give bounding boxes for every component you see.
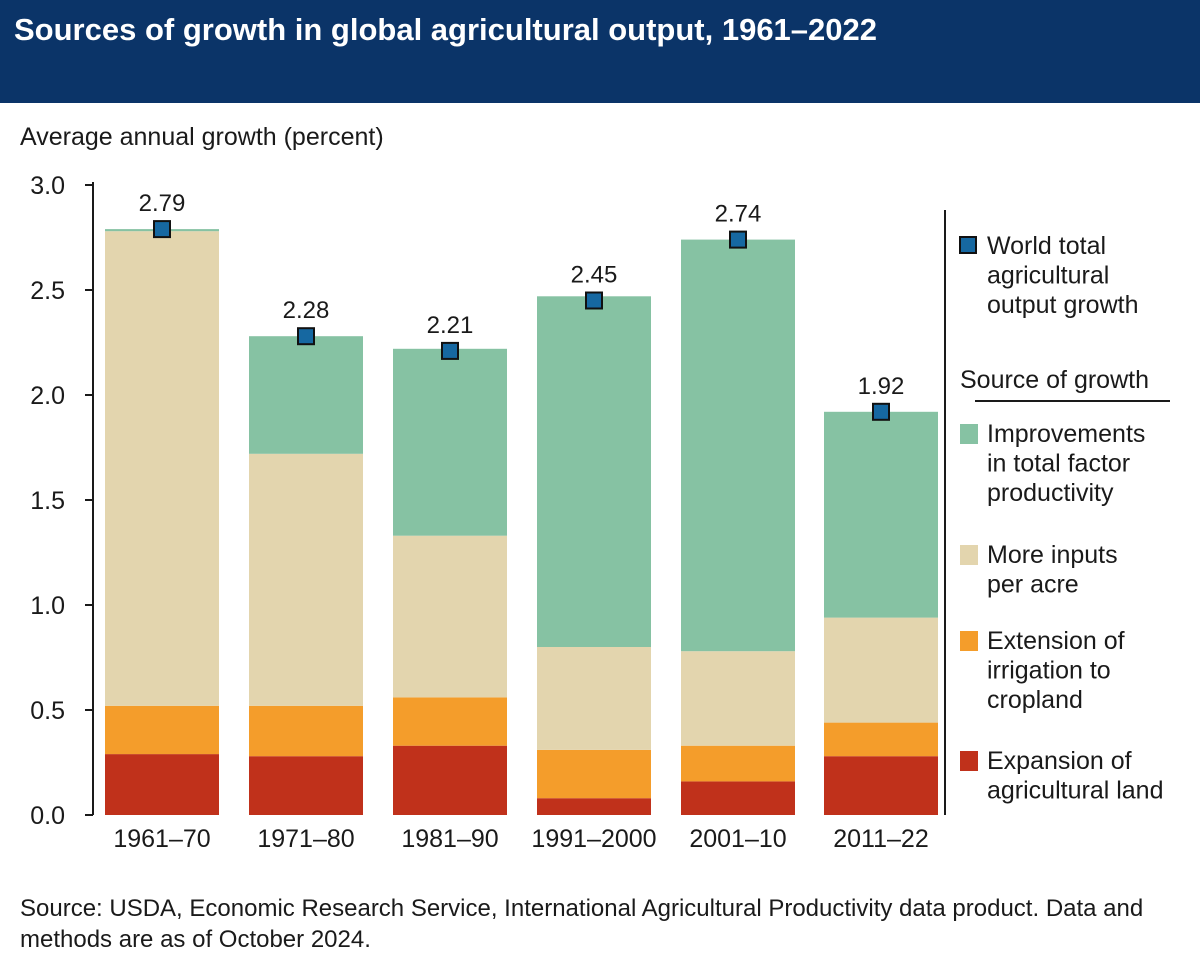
chart-title: Sources of growth in global agricultural… — [14, 12, 878, 47]
bar-segment-inputs — [681, 651, 795, 746]
legend-label-tfp: in total factor — [987, 450, 1130, 478]
bar-segment-irrigation — [249, 705, 363, 757]
bar-segment-irrigation — [681, 745, 795, 782]
legend-label-total: World total — [987, 232, 1106, 260]
bar-segment-tfp — [681, 239, 795, 652]
x-tick-label: 2011–22 — [833, 825, 928, 853]
total-marker — [585, 291, 603, 310]
bar-segment-inputs — [249, 453, 363, 706]
total-marker — [153, 220, 171, 239]
legend-label-land: Expansion of — [987, 747, 1132, 775]
total-label: 2.79 — [139, 190, 186, 217]
bar-segment-tfp — [393, 348, 507, 536]
x-tick-label: 1991–2000 — [531, 825, 656, 853]
bar-segment-inputs — [393, 535, 507, 698]
bar-segment-irrigation — [537, 749, 651, 799]
total-marker — [441, 341, 459, 360]
legend-label-land: agricultural land — [987, 777, 1164, 805]
legend-label-irrigation: Extension of — [987, 627, 1125, 655]
legend-swatch-irrigation — [960, 631, 978, 651]
bar-segment-tfp — [824, 411, 938, 618]
legend-label-tfp: productivity — [987, 479, 1114, 507]
bar-segment-tfp — [537, 296, 651, 647]
bar-segment-land — [681, 781, 795, 815]
y-tick-label: 0.5 — [30, 697, 65, 725]
legend-swatch-land — [960, 751, 978, 771]
bar-segment-inputs — [537, 647, 651, 750]
source-note: Source: USDA, Economic Research Service,… — [20, 895, 1144, 953]
y-tick-label: 1.0 — [30, 592, 65, 620]
bar-segment-inputs — [824, 617, 938, 723]
total-label: 2.28 — [283, 297, 330, 324]
legend-label-total: output growth — [987, 291, 1139, 319]
total-markers: 2.79 2.28 2.21 2.45 2.74 1.92 — [139, 190, 905, 421]
bar-segment-land — [105, 754, 219, 815]
legend-label-total: agricultural — [987, 262, 1109, 290]
y-tick-label: 0.0 — [30, 802, 65, 830]
total-marker — [872, 402, 890, 421]
total-label: 2.74 — [715, 201, 762, 228]
x-tick-label: 2001–10 — [689, 825, 786, 853]
bar-segment-irrigation — [393, 697, 507, 746]
total-label: 1.92 — [858, 373, 905, 400]
total-label: 2.45 — [571, 262, 618, 289]
x-tick-label: 1971–80 — [257, 825, 354, 853]
bar-segment-tfp — [249, 336, 363, 454]
total-marker — [729, 230, 747, 249]
bar-segment-irrigation — [105, 705, 219, 755]
bar-segment-land — [537, 798, 651, 815]
title-bar: Sources of growth in global agricultural… — [0, 0, 1200, 103]
total-label: 2.21 — [427, 312, 474, 339]
legend-heading: Source of growth — [960, 366, 1149, 394]
bar-segment-land — [249, 756, 363, 815]
bar-segment-land — [393, 745, 507, 815]
total-marker — [297, 327, 315, 346]
legend-swatch-total — [959, 236, 977, 254]
y-axis-label: Average annual growth (percent) — [20, 123, 384, 151]
bar-segment-irrigation — [824, 722, 938, 757]
bar-segment-land — [824, 756, 938, 815]
x-tick-label: 1961–70 — [113, 825, 210, 853]
x-tick-label: 1981–90 — [401, 825, 498, 853]
y-tick-label: 2.0 — [30, 382, 65, 410]
y-tick-label: 3.0 — [30, 172, 65, 200]
legend-swatch-inputs — [960, 545, 978, 565]
y-tick-label: 2.5 — [30, 277, 65, 305]
bar-segment-inputs — [105, 231, 219, 706]
legend-label-tfp: Improvements — [987, 420, 1145, 448]
legend-label-inputs: per acre — [987, 571, 1079, 599]
axes: 0.0 0.5 1.0 1.5 2.0 2.5 3.0 1961–70 1971–80 1981–… — [30, 172, 929, 853]
legend-label-irrigation: cropland — [987, 686, 1083, 714]
legend-swatch-tfp — [960, 424, 978, 444]
legend-label-irrigation: irrigation to — [987, 657, 1111, 685]
y-tick-label: 1.5 — [30, 487, 65, 515]
legend-label-inputs: More inputs — [987, 541, 1118, 569]
bars — [105, 229, 938, 815]
